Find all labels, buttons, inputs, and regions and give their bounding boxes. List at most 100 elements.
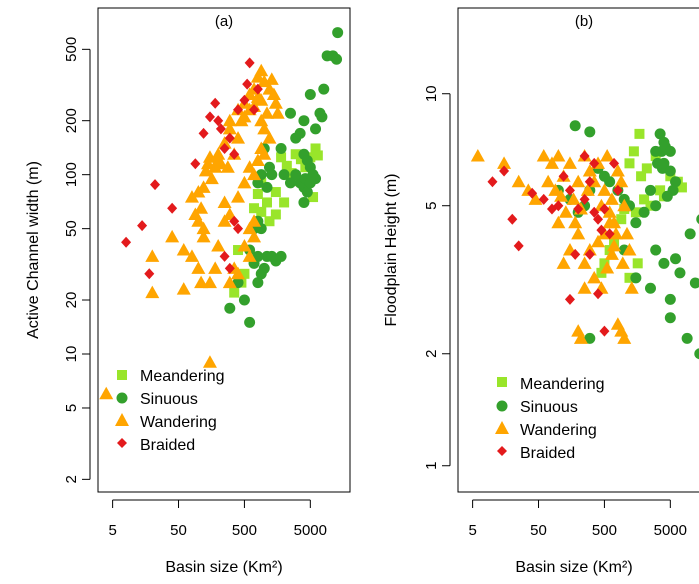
panel-a-legend-item-sinuous: Sinuous bbox=[116, 391, 198, 408]
panel-a-point-sinuous bbox=[275, 142, 287, 154]
panel-a-y-axis: 2 5 10 20 50 100 200 500 bbox=[63, 37, 91, 484]
panel-b-point-sinuous bbox=[644, 282, 656, 294]
panel-a-point-braided bbox=[252, 83, 263, 95]
panel-a-legend-label-meandering: Meandering bbox=[140, 368, 225, 385]
panel-a-point-sinuous bbox=[316, 111, 328, 123]
panel-b-point-meandering bbox=[628, 146, 639, 157]
panel-a-point-braided bbox=[242, 78, 253, 90]
panel-b-point-sinuous bbox=[584, 332, 596, 344]
panel-a-point-braided bbox=[144, 268, 155, 280]
panel-a: (a) 5 50 500 5000 2 5 10 20 50 100 200 500 Basin s… bbox=[25, 7, 351, 576]
panel-a-y-tick-label: 200 bbox=[63, 108, 80, 133]
panel-a-x-tick-label: 500 bbox=[232, 522, 257, 539]
panel-b-point-wandering bbox=[554, 189, 569, 202]
panel-b-legend-marker-meandering bbox=[497, 377, 507, 387]
panel-a-y-tick-label: 5 bbox=[63, 404, 80, 412]
panel-a-point-meandering bbox=[295, 154, 306, 165]
panel-a-point-wandering bbox=[211, 153, 226, 166]
panel-a-legend-label-braided: Braided bbox=[140, 437, 195, 454]
panel-a-point-wandering bbox=[247, 229, 262, 243]
panel-a-point-sinuous bbox=[261, 181, 273, 193]
panel-a-point-braided bbox=[249, 104, 260, 116]
panel-a-point-sinuous bbox=[304, 177, 316, 189]
panel-b-point-wandering bbox=[597, 183, 612, 196]
panel-b-point-wandering bbox=[577, 281, 592, 294]
panel-b-legend-label-wandering: Wandering bbox=[520, 422, 597, 439]
panel-b-point-meandering bbox=[616, 214, 627, 225]
panel-b-label: (b) bbox=[575, 13, 593, 30]
panel-b-y-tick-label: 2 bbox=[423, 350, 440, 358]
panel-b-point-braided bbox=[564, 184, 575, 196]
panel-b-point-braided bbox=[527, 187, 538, 199]
panel-b-point-sinuous bbox=[664, 293, 676, 305]
panel-b-point-wandering bbox=[571, 226, 586, 240]
panel-a-point-wandering bbox=[202, 275, 217, 289]
panel-a-point-braided bbox=[239, 94, 250, 106]
panel-a-point-sinuous bbox=[298, 115, 310, 127]
panel-b-legend: Meandering Sinuous Wandering Braided bbox=[495, 376, 605, 462]
panel-b-point-meandering bbox=[655, 185, 666, 196]
panel-b-point-wandering bbox=[558, 205, 573, 218]
panel-b-point-sinuous bbox=[658, 257, 670, 269]
panel-a-point-wandering bbox=[264, 72, 279, 85]
panel-a-point-wandering bbox=[266, 87, 281, 100]
panel-b-y-axis-title: Floodplain Height (m) bbox=[383, 174, 400, 327]
panel-a-point-wandering bbox=[268, 96, 283, 109]
panel-a-point-meandering bbox=[310, 143, 321, 154]
panel-a-point-sinuous bbox=[238, 294, 250, 306]
panel-b-point-meandering bbox=[599, 258, 610, 269]
panel-a-point-sinuous bbox=[290, 169, 302, 181]
panel-b-legend-marker-sinuous bbox=[496, 400, 508, 412]
panel-a-legend: Meandering Sinuous Wandering Braided bbox=[115, 368, 225, 454]
panel-b-point-sinuous bbox=[630, 272, 642, 284]
panel-a-point-wandering bbox=[254, 113, 269, 127]
panel-b-x-tick-label: 5 bbox=[468, 522, 476, 539]
panel-b-point-sinuous bbox=[644, 184, 656, 196]
panel-a-y-axis-title: Active Channel width (m) bbox=[25, 161, 42, 339]
panel-b-point-braided bbox=[609, 157, 620, 169]
panel-b-legend-item-wandering: Wandering bbox=[495, 421, 597, 439]
panel-a-point-wandering bbox=[99, 386, 114, 400]
panel-b-point-meandering bbox=[676, 182, 687, 193]
panel-b-point-wandering bbox=[551, 149, 566, 162]
panel-a-point-braided bbox=[190, 158, 201, 170]
panel-b-point-wandering bbox=[573, 331, 588, 344]
panel-a-x-tick-label: 5000 bbox=[294, 522, 327, 539]
panel-b-x-tick-label: 50 bbox=[530, 522, 547, 539]
panel-b-point-sinuous bbox=[664, 145, 676, 157]
panel-a-point-wandering bbox=[184, 190, 199, 203]
panel-a-point-wandering bbox=[200, 156, 215, 170]
panel-a-point-braided bbox=[229, 148, 240, 160]
panel-a-point-sinuous bbox=[244, 316, 256, 328]
panel-b-point-wandering bbox=[617, 331, 632, 344]
panel-b: (b) 5 50 500 5000 1 2 5 10 Basin size (Km²) Fl… bbox=[383, 7, 699, 576]
panel-a-point-wandering bbox=[196, 221, 211, 235]
panel-b-point-wandering bbox=[568, 215, 583, 229]
panel-a-point-wandering bbox=[242, 249, 257, 262]
panel-a-point-wandering bbox=[217, 136, 232, 149]
panel-b-x-tick-label: 500 bbox=[592, 522, 617, 539]
panel-a-point-wandering bbox=[217, 195, 232, 208]
panel-b-point-sinuous bbox=[696, 214, 699, 224]
panel-b-point-wandering bbox=[566, 192, 581, 205]
panel-b-point-braided bbox=[570, 248, 581, 260]
panel-b-point-wandering bbox=[602, 215, 617, 229]
panel-a-point-wandering bbox=[231, 266, 246, 280]
panel-a-x-axis: 5 50 500 5000 bbox=[108, 499, 327, 539]
panel-a-point-wandering bbox=[257, 147, 272, 160]
panel-a-point-wandering bbox=[165, 229, 180, 243]
panel-b-point-wandering bbox=[609, 226, 624, 240]
panel-a-point-sinuous bbox=[284, 177, 296, 189]
panel-a-point-braided bbox=[204, 111, 215, 123]
panel-a-legend-marker-sinuous bbox=[116, 392, 128, 404]
panel-a-point-sinuous bbox=[232, 277, 244, 289]
panel-b-y-tick-label: 5 bbox=[423, 202, 440, 210]
panel-a-point-wandering bbox=[257, 121, 272, 135]
panel-a-point-wandering bbox=[231, 190, 246, 203]
panel-b-point-sinuous bbox=[670, 176, 682, 188]
panel-b-point-meandering bbox=[641, 163, 652, 174]
panel-b-point-braided bbox=[593, 288, 604, 300]
panel-a-point-wandering bbox=[262, 131, 277, 144]
panel-a-point-wandering bbox=[237, 175, 252, 189]
